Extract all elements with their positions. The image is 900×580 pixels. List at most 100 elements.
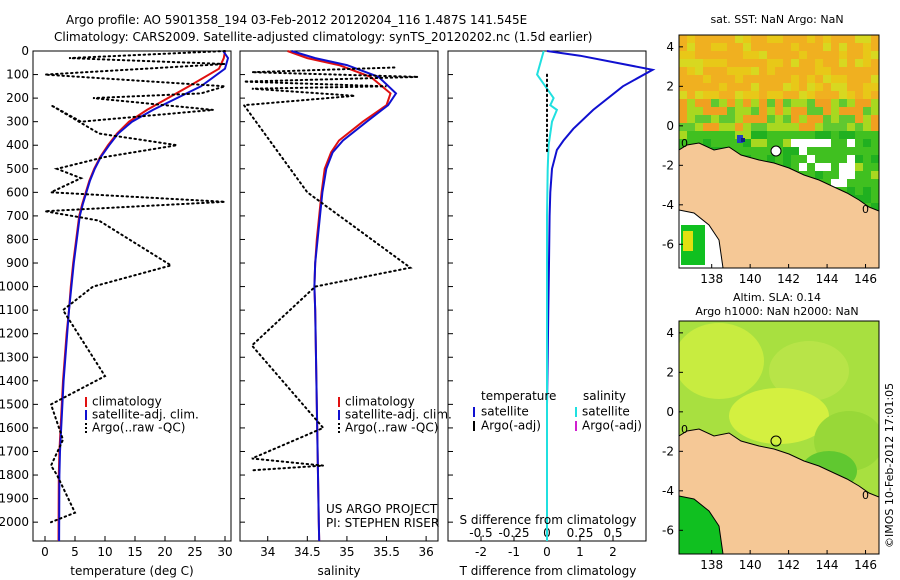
sst-cell [759,91,767,99]
sst-cell [815,59,823,67]
legend-climatology: climatology [92,395,162,409]
sst-cell [871,203,879,211]
sst-cell [831,51,839,59]
sst-cell [855,91,863,99]
pi-annotation: PI: STEPHEN RISER [326,516,439,530]
sst-cell [799,35,807,43]
sst-cell [791,67,799,75]
s-difference-label: S difference from climatology [460,513,637,527]
sst-cell [807,51,815,59]
sst-cell [799,99,807,107]
sst-cell [815,107,823,115]
x-tick-label: 35.5 [373,545,400,559]
legend-satellite: satellite-adj. clim. [345,408,452,422]
contour-label: 0 [862,489,869,502]
sst-cell [799,59,807,67]
sst-cell [783,115,791,123]
sst-cell [839,83,847,91]
y-tick-label: 2000 [0,515,29,529]
temperature-axes-frame [32,50,232,542]
sst-cell [839,35,847,43]
sst-cell [679,131,687,139]
series-salinity-satellite [536,50,559,541]
sst-cell [815,139,823,147]
sst-cell [799,155,807,163]
sst-cell [831,115,839,123]
sst-cell [783,51,791,59]
sst-cell [695,131,703,139]
x-tick-label: 34.5 [294,545,321,559]
sst-cell [823,59,831,67]
sst-cell [855,83,863,91]
sst-cell [831,179,839,187]
temperature-series [44,50,230,542]
lon-tick-label: 142 [777,272,800,286]
sst-cell [743,75,751,83]
x-tick-label: 25 [187,545,202,559]
sst-cell [855,115,863,123]
sst-cell [855,35,863,43]
sst-cell [807,155,815,163]
sst-cell [823,139,831,147]
sst-cell [719,75,727,83]
sst-cell [831,139,839,147]
legend-temperature-argo: Argo(-adj) [481,419,541,433]
y-tick-label: 300 [6,115,29,129]
sst-cell [815,131,823,139]
sst-cell [807,123,815,131]
legend-climatology: climatology [345,395,415,409]
y-tick-label: 0 [21,44,29,58]
sst-cell [759,155,767,163]
sst-cell [807,131,815,139]
lon-tick-label: 140 [739,272,762,286]
sst-cell [711,139,719,147]
sst-cell [815,43,823,51]
sst-cell [791,75,799,83]
y-tick-label: 1500 [0,397,29,411]
sst-cell [831,147,839,155]
sst-cell [775,131,783,139]
sst-cell [839,163,847,171]
sst-cell [871,115,879,123]
land-mass [679,429,879,554]
sst-cell [783,35,791,43]
sst-cell [823,179,831,187]
sst-cell [695,83,703,91]
lon-tick-label: 144 [816,558,839,572]
sst-cell [823,99,831,107]
sst-cell [751,75,759,83]
lat-tick-label: 0 [666,119,674,133]
sst-cell [703,59,711,67]
sla-anomaly [679,323,764,399]
sst-cell [703,67,711,75]
sst-cell [727,115,735,123]
sst-cell [823,163,831,171]
sst-cell [871,139,879,147]
coastline [679,142,879,212]
y-tick-label: 1100 [0,303,29,317]
sst-cell [799,75,807,83]
lat-tick-label: -4 [662,198,674,212]
sst-cell [759,107,767,115]
sst-cell [863,131,871,139]
sst-cell [847,75,855,83]
sst-cell [831,91,839,99]
sst-cell [863,75,871,83]
salinity-xlabel: salinity [317,564,360,578]
sst-cell [871,43,879,51]
sst-cell [823,155,831,163]
sst-cell [855,51,863,59]
sst-cell [823,51,831,59]
lon-tick-label: 146 [854,558,877,572]
sst-cell [815,99,823,107]
sst-cell [775,75,783,83]
sst-cell [847,107,855,115]
sst-cell [775,91,783,99]
sst-cell [863,179,871,187]
sla-map-title-line1: Altim. SLA: 0.14 [733,291,821,304]
sst-cell [711,67,719,75]
x-tick-label: 36 [418,545,433,559]
legend-salinity-argo: Argo(-adj) [582,419,642,433]
sst-cell [871,83,879,91]
coastline [679,209,724,268]
